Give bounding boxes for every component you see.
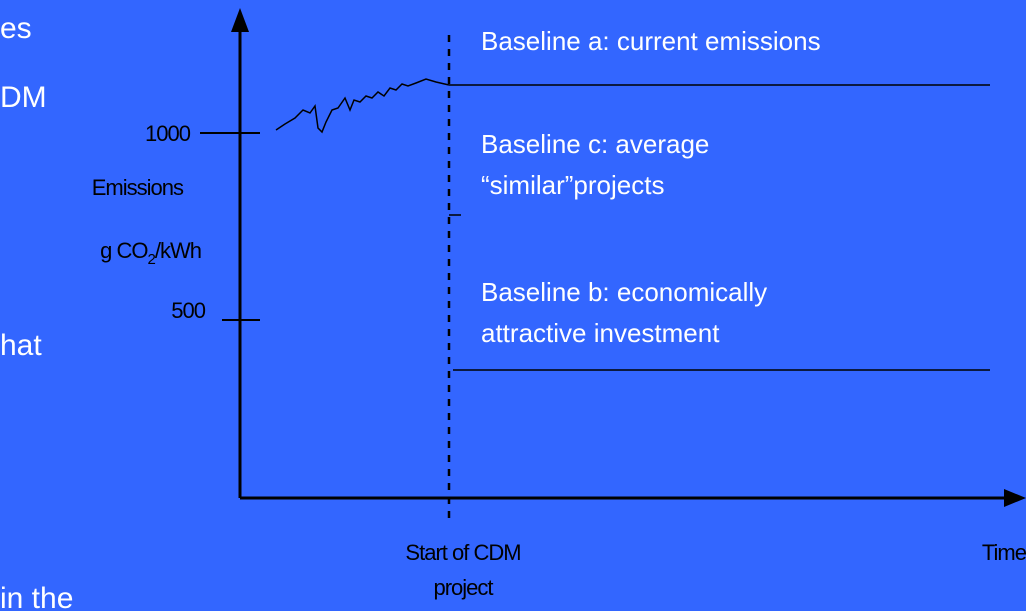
baseline-label: Baseline a: current emissions xyxy=(481,26,821,56)
tick-label: 1000 xyxy=(145,121,191,146)
axis-label: Emissions xyxy=(92,175,184,200)
slide-text: in the xyxy=(0,582,73,611)
slide-text: es xyxy=(0,12,32,45)
axes xyxy=(238,28,1010,500)
x-label: Start of CDM xyxy=(405,540,520,565)
unit-part: /kWh xyxy=(155,238,201,263)
unit-sub: 2 xyxy=(148,251,156,268)
x-arrow xyxy=(1004,489,1026,507)
baseline-label: Baseline b: economically xyxy=(481,277,767,307)
emissions-curve xyxy=(275,78,450,134)
x-label: Time xyxy=(982,540,1026,565)
axis-unit: g CO2/kWh xyxy=(100,238,201,268)
slide-text: DM xyxy=(0,81,47,114)
y-arrow xyxy=(231,8,249,32)
unit-part: g CO xyxy=(100,238,148,263)
baseline-label: attractive investment xyxy=(481,318,720,348)
tick-label: 500 xyxy=(171,298,205,323)
baseline-label: “similar”projects xyxy=(481,170,664,200)
x-label: project xyxy=(433,575,493,600)
baseline-label: Baseline c: average xyxy=(481,129,709,159)
slide-text: hat xyxy=(0,329,42,362)
